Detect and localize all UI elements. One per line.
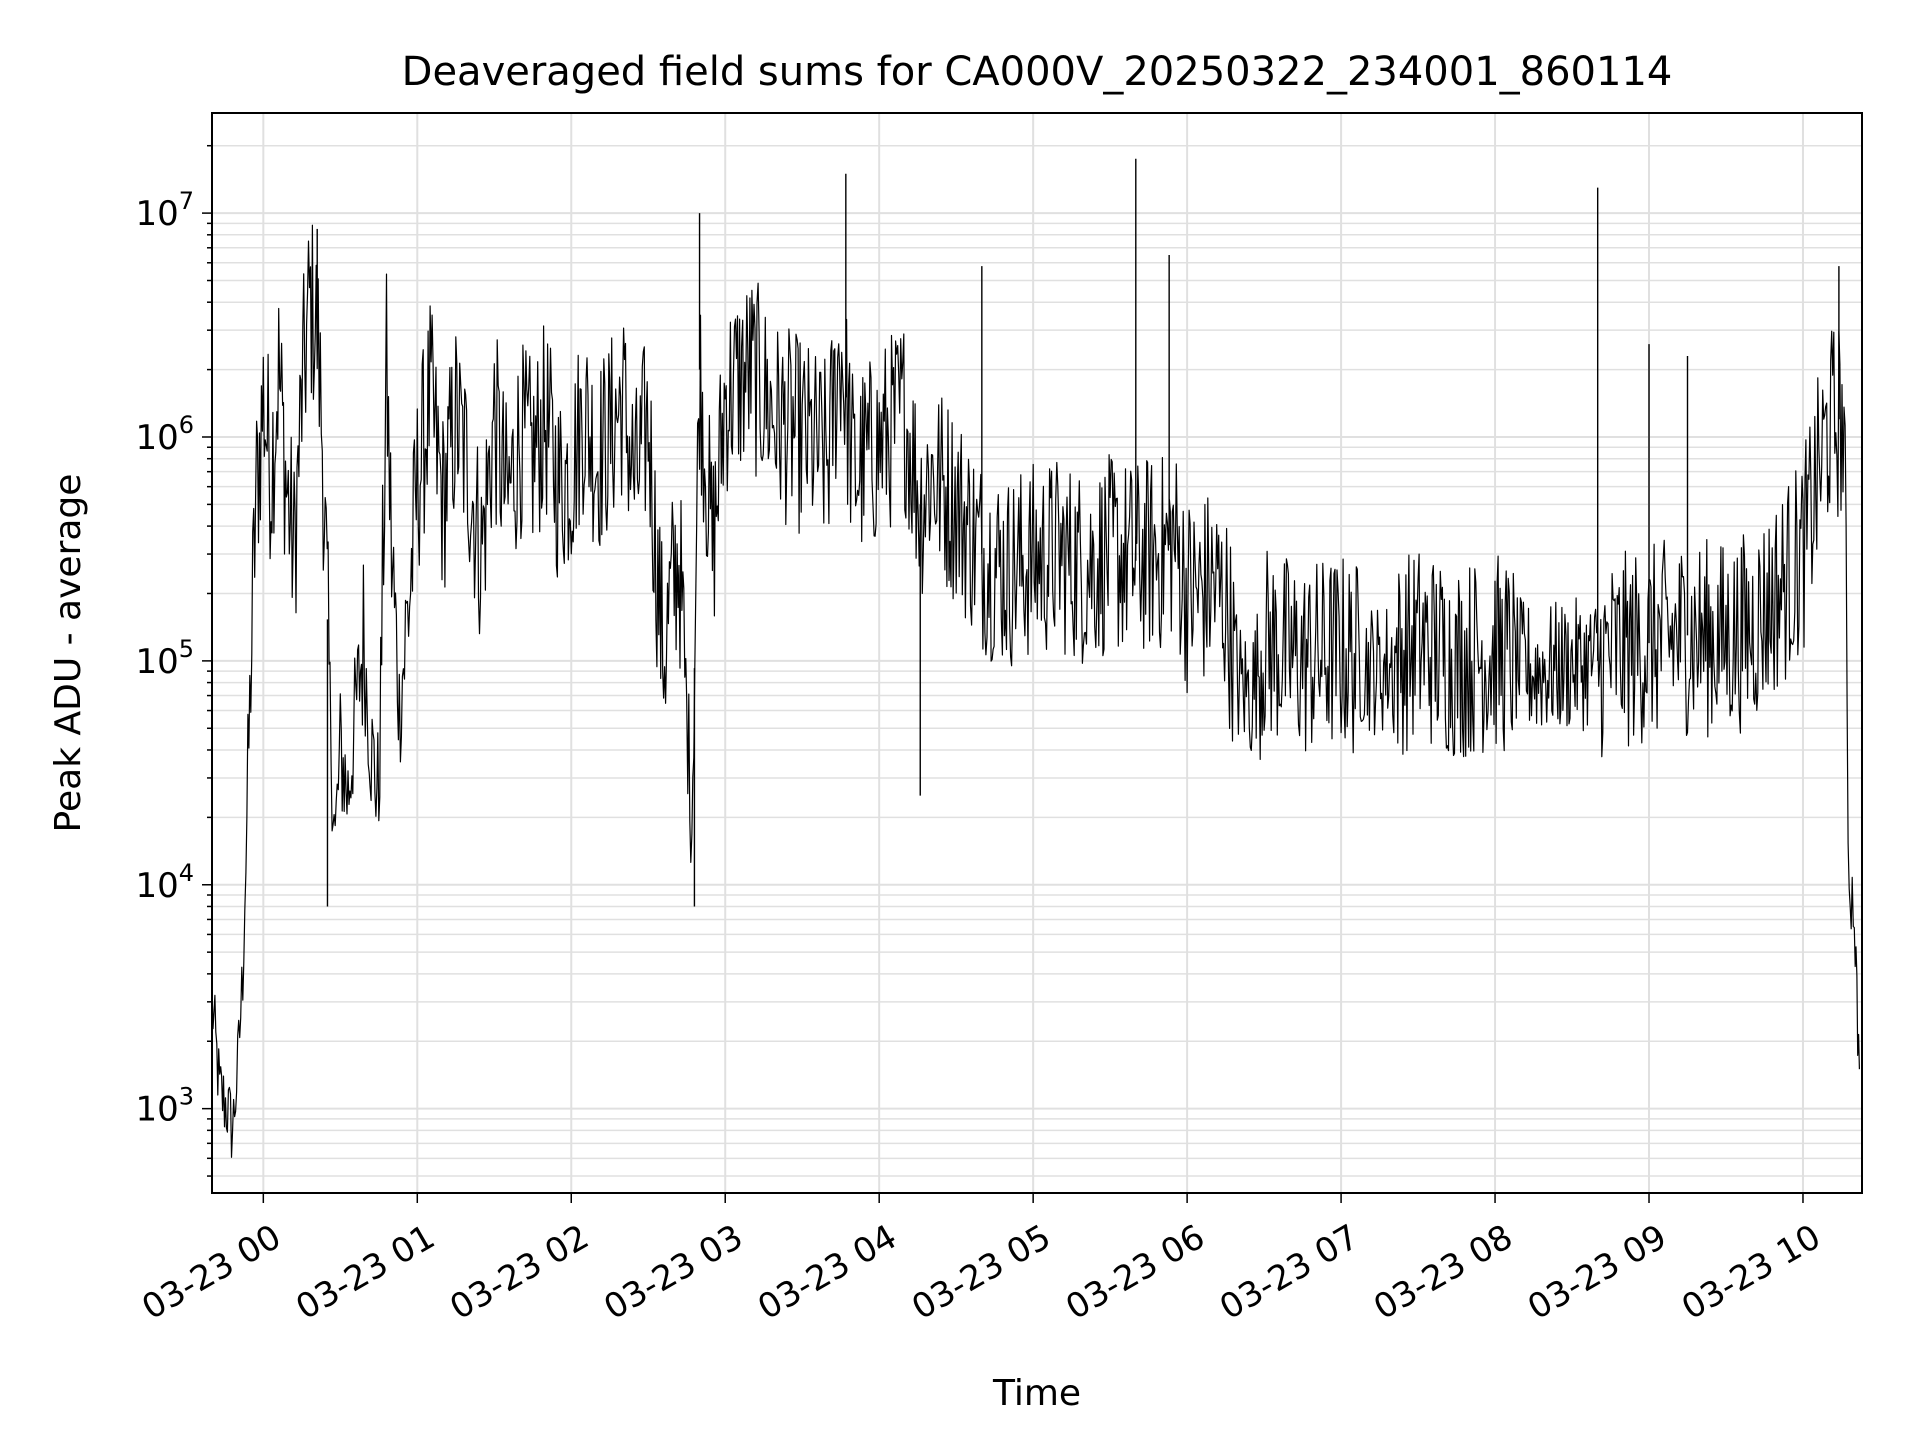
y-tick-label: 106 <box>135 411 194 458</box>
y-tick-base: 10 <box>135 642 178 682</box>
y-tick-base: 10 <box>135 866 178 906</box>
chart-title: Deaveraged field sums for CA000V_2025032… <box>402 49 1673 95</box>
data-layer <box>211 158 1860 1158</box>
y-tick-exponent: 7 <box>179 187 194 215</box>
series-line <box>211 224 1860 1158</box>
y-tick-label: 107 <box>135 187 194 234</box>
x-axis-label: Time <box>992 1373 1081 1414</box>
y-axis-label: Peak ADU - average <box>48 474 89 833</box>
y-tick-exponent: 3 <box>179 1083 194 1111</box>
y-tick-label: 105 <box>135 635 194 682</box>
y-tick-label: 103 <box>135 1083 194 1130</box>
y-tick-base: 10 <box>135 418 178 458</box>
plot-frame <box>211 112 1863 1194</box>
y-tick-base: 10 <box>135 1090 178 1130</box>
y-tick-exponent: 4 <box>179 859 194 887</box>
y-tick-label: 104 <box>135 859 194 906</box>
y-tick-base: 10 <box>135 194 178 234</box>
y-tick-exponent: 5 <box>179 635 194 663</box>
y-tick-exponent: 6 <box>179 411 194 439</box>
